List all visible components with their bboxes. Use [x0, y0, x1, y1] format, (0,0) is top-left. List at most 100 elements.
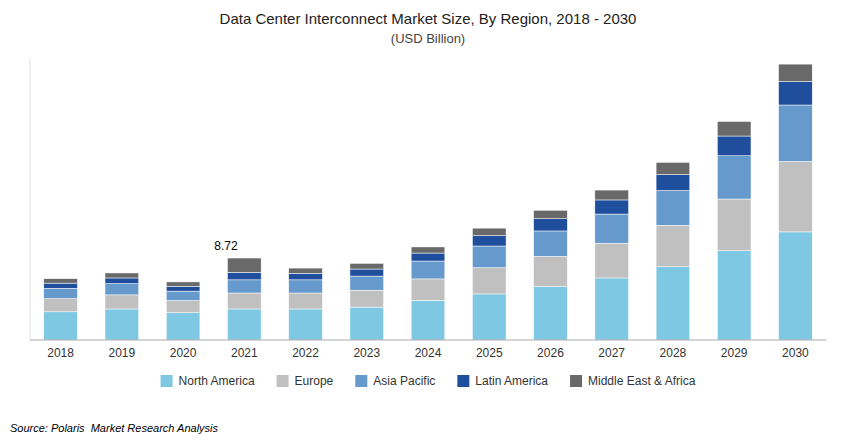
legend-label: Asia Pacific [373, 374, 435, 388]
bar-segment [289, 268, 323, 273]
x-tick-label: 2024 [415, 346, 442, 360]
bar-segment [166, 286, 200, 291]
title: Data Center Interconnect Market Size, By… [220, 10, 637, 27]
legend-swatch [161, 375, 173, 387]
bar-segment [717, 136, 751, 156]
bar-segment [411, 261, 445, 279]
bar-segment [656, 162, 690, 174]
x-tick-label: 2028 [660, 346, 687, 360]
bar-segment [44, 299, 78, 312]
bar-segment [105, 295, 139, 309]
legend-swatch [277, 375, 289, 387]
bar-segment [656, 225, 690, 266]
bar-segment [779, 232, 813, 340]
bar-segment [534, 219, 568, 231]
bar-segment [472, 268, 506, 294]
chart: Data Center Interconnect Market Size, By… [0, 0, 856, 446]
bar-segment [411, 247, 445, 253]
x-tick-label: 2018 [47, 346, 74, 360]
bar-segment [105, 273, 139, 278]
bar-segment [717, 121, 751, 136]
bar-segment [166, 291, 200, 300]
legend-item: Latin America [457, 374, 548, 388]
bar-segment [289, 293, 323, 309]
bar-segment [105, 284, 139, 295]
bar-segment [779, 64, 813, 81]
bar-segment [656, 191, 690, 226]
x-tick-label: 2029 [721, 346, 748, 360]
bar-segment [350, 269, 384, 276]
bar-segment [227, 272, 261, 280]
bar-segment [472, 236, 506, 246]
bar-segment [411, 253, 445, 261]
bar-segment [105, 309, 139, 340]
bar-segment [595, 214, 629, 243]
legend-label: Europe [295, 374, 334, 388]
legend-item: Asia Pacific [355, 374, 435, 388]
bar-segment [779, 161, 813, 232]
bar-segment [411, 301, 445, 340]
bar-segment [472, 246, 506, 268]
legend-swatch [570, 375, 582, 387]
bar-segment [289, 309, 323, 340]
bar-segment [656, 267, 690, 340]
legend-item: Europe [277, 374, 334, 388]
x-tick-label: 2019 [108, 346, 135, 360]
bar-segment [350, 263, 384, 269]
legend-swatch [457, 375, 469, 387]
bar-segment [227, 293, 261, 309]
bar-segment [227, 280, 261, 293]
bar-segment [534, 210, 568, 218]
bar-segment [472, 294, 506, 340]
legend-label: North America [179, 374, 255, 388]
bar-segment [595, 200, 629, 214]
legend: North America Europe Asia Pacific Latin Ame… [161, 374, 696, 388]
bar-segment [44, 312, 78, 340]
bar-segment [595, 243, 629, 278]
x-tick-label: 2027 [598, 346, 625, 360]
bars [44, 64, 812, 340]
x-tick-label: 2022 [292, 346, 319, 360]
x-tick-label: 2021 [231, 346, 258, 360]
bar-segment [717, 251, 751, 340]
bar-segment [472, 228, 506, 236]
x-tick-label: 2020 [170, 346, 197, 360]
x-tick-label: 2026 [537, 346, 564, 360]
x-tick-label: 2023 [353, 346, 380, 360]
bar-segment [227, 309, 261, 340]
bar-segment [289, 273, 323, 280]
bar-segment [105, 278, 139, 284]
bar-segment [44, 288, 78, 298]
legend-label: Middle East & Africa [588, 374, 696, 388]
bar-segment [350, 307, 384, 340]
source-note: Source: Polaris Market Research Analysis [10, 422, 219, 434]
y-axis-line [30, 58, 31, 340]
bar-segment [595, 190, 629, 200]
legend-label: Latin America [475, 374, 548, 388]
x-tick-label: 2030 [782, 346, 809, 360]
bar-segment [595, 278, 629, 340]
x-axis-line [30, 340, 826, 341]
subtitle: (USD Billion) [391, 31, 465, 46]
bar-segment [656, 175, 690, 191]
bar-segment [717, 156, 751, 199]
bar-segment [534, 231, 568, 256]
legend-item: North America [161, 374, 255, 388]
bar-segment [411, 279, 445, 301]
legend-swatch [355, 375, 367, 387]
bar-segment [350, 276, 384, 290]
x-tick-label: 2025 [476, 346, 503, 360]
bar-segment [779, 105, 813, 161]
bar-segment [717, 199, 751, 251]
legend-item: Middle East & Africa [570, 374, 696, 388]
bar-segment [534, 286, 568, 340]
bar-segment [779, 82, 813, 106]
bar-segment [166, 282, 200, 286]
bar-segment [289, 280, 323, 293]
bar-segment [227, 258, 261, 272]
annotation: 8.72 [214, 239, 238, 253]
bar-segment [166, 313, 200, 340]
bar-segment [350, 290, 384, 307]
bar-segment [44, 283, 78, 288]
bar-segment [44, 279, 78, 283]
